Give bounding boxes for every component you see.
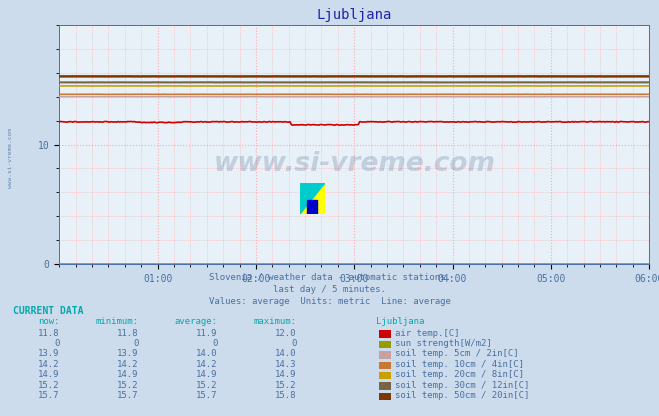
Text: 14.9: 14.9 — [275, 370, 297, 379]
Polygon shape — [307, 200, 318, 214]
Text: 14.2: 14.2 — [38, 360, 59, 369]
Text: 14.2: 14.2 — [117, 360, 138, 369]
Text: 15.2: 15.2 — [196, 381, 217, 390]
Text: 15.2: 15.2 — [275, 381, 297, 390]
Polygon shape — [300, 183, 325, 214]
Text: 12.0: 12.0 — [275, 329, 297, 338]
Text: minimum:: minimum: — [96, 317, 138, 327]
Text: 15.2: 15.2 — [38, 381, 59, 390]
Polygon shape — [300, 183, 325, 214]
Text: average:: average: — [175, 317, 217, 327]
Text: Values: average  Units: metric  Line: average: Values: average Units: metric Line: aver… — [208, 297, 451, 307]
Text: www.si-vreme.com: www.si-vreme.com — [214, 151, 495, 177]
Title: Ljubljana: Ljubljana — [316, 8, 392, 22]
Text: soil temp. 30cm / 12in[C]: soil temp. 30cm / 12in[C] — [395, 381, 530, 390]
Text: 15.8: 15.8 — [275, 391, 297, 400]
Text: 14.2: 14.2 — [196, 360, 217, 369]
Text: now:: now: — [38, 317, 59, 327]
Text: soil temp. 50cm / 20in[C]: soil temp. 50cm / 20in[C] — [395, 391, 530, 400]
Text: 11.9: 11.9 — [196, 329, 217, 338]
Text: 15.7: 15.7 — [117, 391, 138, 400]
Text: 15.7: 15.7 — [38, 391, 59, 400]
Text: 14.0: 14.0 — [275, 349, 297, 359]
Text: air temp.[C]: air temp.[C] — [395, 329, 460, 338]
Text: 13.9: 13.9 — [38, 349, 59, 359]
Text: soil temp. 10cm / 4in[C]: soil temp. 10cm / 4in[C] — [395, 360, 525, 369]
Text: 0: 0 — [54, 339, 59, 348]
Text: 15.7: 15.7 — [196, 391, 217, 400]
Text: www.si-vreme.com: www.si-vreme.com — [8, 128, 13, 188]
Text: 0: 0 — [291, 339, 297, 348]
Text: 11.8: 11.8 — [38, 329, 59, 338]
Text: 14.9: 14.9 — [117, 370, 138, 379]
Text: 14.9: 14.9 — [38, 370, 59, 379]
Text: 15.2: 15.2 — [117, 381, 138, 390]
Text: 14.3: 14.3 — [275, 360, 297, 369]
Text: Ljubljana: Ljubljana — [376, 317, 424, 327]
Text: 0: 0 — [133, 339, 138, 348]
Text: Slovenia / weather data - automatic stations.: Slovenia / weather data - automatic stat… — [208, 272, 451, 282]
Text: 14.9: 14.9 — [196, 370, 217, 379]
Text: 14.0: 14.0 — [196, 349, 217, 359]
Text: maximum:: maximum: — [254, 317, 297, 327]
Text: CURRENT DATA: CURRENT DATA — [13, 306, 84, 316]
Text: sun strength[W/m2]: sun strength[W/m2] — [395, 339, 492, 348]
Text: 13.9: 13.9 — [117, 349, 138, 359]
Text: soil temp. 5cm / 2in[C]: soil temp. 5cm / 2in[C] — [395, 349, 519, 359]
Text: 11.8: 11.8 — [117, 329, 138, 338]
Text: soil temp. 20cm / 8in[C]: soil temp. 20cm / 8in[C] — [395, 370, 525, 379]
Text: last day / 5 minutes.: last day / 5 minutes. — [273, 285, 386, 294]
Text: 0: 0 — [212, 339, 217, 348]
